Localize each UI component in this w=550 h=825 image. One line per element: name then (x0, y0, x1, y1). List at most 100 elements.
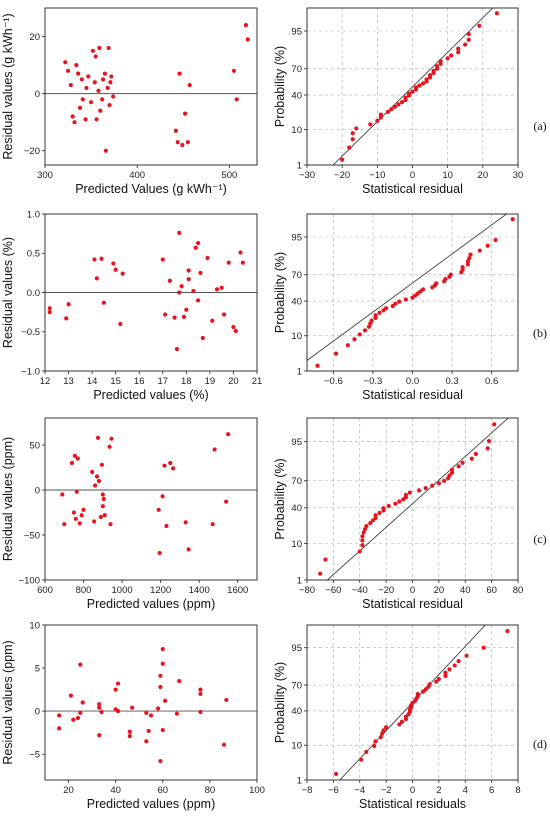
y-tick-label: 70 (291, 476, 302, 487)
data-point (393, 301, 398, 306)
data-point (79, 513, 84, 518)
data-point (399, 100, 405, 105)
data-point (205, 255, 210, 261)
x-axis-label: Predicted values (ppm) (87, 597, 216, 611)
data-point (377, 310, 382, 315)
data-point (102, 71, 108, 76)
data-point (481, 645, 486, 650)
data-point (436, 481, 441, 486)
data-point (196, 240, 201, 246)
data-point (72, 453, 77, 458)
y-tick-label: 0.5 (27, 249, 40, 260)
y-tick-label: 1 (297, 366, 302, 377)
data-point (184, 307, 189, 312)
y-tick-label: 40 (291, 90, 302, 101)
x-tick-label: −40 (352, 585, 368, 596)
x-axis-label: Predicted Values (g kWh⁻¹) (75, 182, 227, 196)
data-point (224, 499, 229, 504)
data-point (47, 310, 52, 315)
x-tick-label: 16 (134, 376, 145, 387)
data-point (93, 54, 98, 59)
x-axis-label: Statistical residuals (359, 797, 466, 811)
data-point (347, 145, 352, 150)
data-point (73, 516, 78, 521)
panel-label: (b) (533, 326, 547, 340)
data-point (160, 494, 165, 499)
x-tick-label: 80 (513, 585, 524, 596)
data-point (413, 85, 419, 90)
data-point (109, 436, 114, 441)
panel-label: (d) (533, 737, 547, 751)
y-tick-label: −100 (19, 575, 40, 586)
y-tick-label: 1 (297, 575, 302, 586)
data-point (403, 297, 409, 302)
data-point (372, 743, 377, 749)
data-point (101, 496, 106, 502)
plot-frame (44, 624, 258, 781)
data-point (243, 23, 249, 28)
y-tick-label: 95 (291, 643, 302, 654)
data-point (467, 256, 472, 261)
data-point (354, 126, 359, 131)
data-point (219, 285, 224, 290)
chart-panel-c-residuals: 600 800 1000 1200 1400 1600 −100 −50 0 50 Predicte… (1, 417, 258, 611)
data-point (71, 717, 76, 722)
data-point (57, 713, 62, 718)
data-point (111, 261, 116, 266)
x-tick-label: 80 (205, 785, 216, 796)
data-point (442, 478, 447, 483)
plot-frame (44, 7, 258, 166)
data-point (193, 245, 198, 250)
data-point (75, 715, 81, 721)
data-point (448, 272, 453, 277)
y-axis-label: Probability (%) (273, 252, 287, 333)
data-point (345, 343, 350, 348)
data-point (94, 474, 100, 479)
chart-panel-a-residuals: 300 400 500 −20 0 20 Predicted Values (g kWh⁻¹… (1, 7, 258, 196)
y-tick-label: 0.0 (27, 288, 40, 299)
data-point (177, 71, 182, 76)
x-tick-label: 0.3 (445, 376, 458, 387)
data-point (427, 682, 432, 687)
data-point (456, 659, 461, 664)
y-tick-label: 50 (29, 440, 40, 451)
y-tick-label: −20 (24, 146, 40, 157)
data-point (78, 710, 83, 715)
data-point (198, 687, 203, 692)
data-point (78, 662, 83, 667)
data-point (424, 77, 429, 82)
y-tick-label: −5 (29, 749, 40, 760)
data-point (177, 678, 182, 684)
data-point (403, 492, 409, 497)
data-point (233, 328, 238, 334)
data-point (115, 681, 121, 686)
data-point (74, 62, 79, 68)
y-tick-label: 95 (291, 437, 302, 448)
data-point (198, 709, 203, 715)
x-tick-label: −8 (302, 785, 313, 796)
data-point (99, 462, 104, 467)
data-point (69, 460, 75, 466)
data-point (385, 109, 390, 114)
data-point (447, 473, 452, 478)
data-point (83, 117, 88, 122)
data-point (160, 257, 165, 262)
data-point (389, 107, 394, 112)
x-tick-label: 60 (157, 785, 168, 796)
x-tick-label: 20 (63, 785, 74, 796)
data-point (173, 128, 178, 133)
chart-panel-c-probability: −80 −60 −40 −20 0 20 40 60 80 1 10 40 70 95 Statistica… (273, 417, 547, 611)
data-point (464, 653, 469, 658)
y-tick-label: 10 (291, 539, 302, 550)
data-point (146, 728, 151, 734)
data-point (373, 739, 378, 744)
x-tick-label: 0.0 (406, 376, 419, 387)
data-point (65, 68, 71, 73)
data-point (212, 447, 217, 452)
x-tick-label: 0 (410, 170, 415, 181)
data-point (100, 77, 106, 82)
y-tick-label: 10 (291, 125, 302, 136)
data-point (163, 312, 168, 317)
data-point (177, 230, 182, 235)
x-tick-label: 4 (463, 785, 468, 796)
